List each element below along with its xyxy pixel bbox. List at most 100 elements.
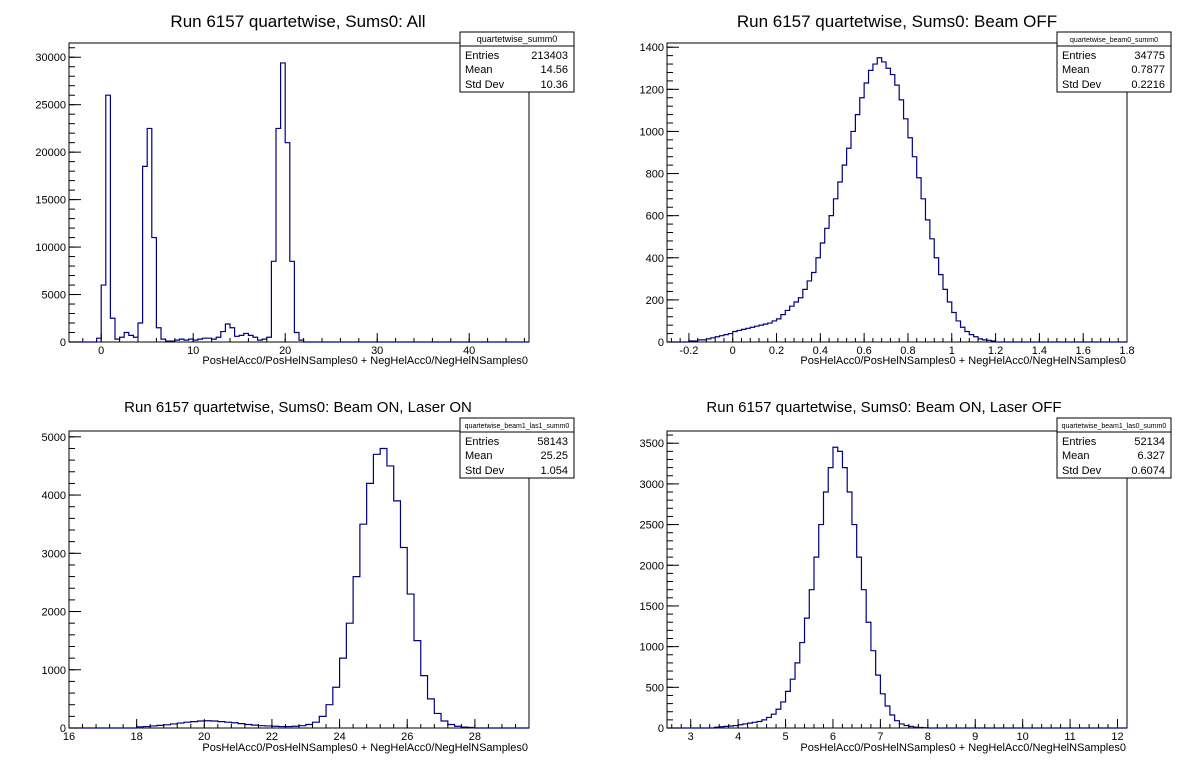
histogram-bin [177, 723, 184, 728]
y-tick-label: 5000 [42, 290, 66, 302]
stats-value-std-dev: 10.36 [540, 79, 568, 91]
histogram-bin [271, 261, 276, 342]
histogram-bin [912, 157, 916, 342]
stats-histogram-name: quartetwise_beam1_las0_summ0 [1062, 423, 1167, 430]
y-tick-label: 2500 [640, 520, 664, 532]
histogram-outline [667, 446, 1127, 729]
histogram-bin [748, 723, 753, 728]
histogram-bin [367, 483, 374, 728]
x-tick-label: 0.6 [856, 345, 871, 357]
histogram-bin [763, 324, 767, 342]
y-tick-label: 1200 [640, 84, 664, 96]
histogram-bin [952, 313, 956, 342]
x-tick-label: 24 [333, 731, 345, 743]
histogram-bin [828, 468, 833, 728]
histogram-bin [759, 325, 763, 342]
y-tick-label: 400 [646, 253, 664, 265]
histogram-bin [866, 622, 871, 728]
x-tick-label: 11 [1064, 731, 1075, 743]
panel-beam-off: Run 6157 quartetwise, Sums0: Beam OFF -0… [640, 12, 1172, 367]
chart-title: Run 6157 quartetwise, Sums0: All [170, 12, 425, 31]
y-tick-label: 2000 [42, 607, 66, 619]
stats-label-entries: Entries [465, 50, 500, 62]
x-tick-label: 20 [198, 731, 210, 743]
histogram-bin [908, 138, 912, 342]
y-tick-label: 5000 [42, 432, 66, 444]
x-axis-label: PosHelAcc0/PosHelNSamples0 + NegHelAcc0/… [800, 742, 1126, 754]
histogram-bin [755, 326, 759, 342]
x-tick-label: 1 [949, 345, 955, 357]
histogram-bin [133, 337, 138, 342]
histogram-bars [689, 58, 996, 342]
histogram-bin [407, 594, 414, 728]
histogram-bin [138, 323, 143, 342]
histogram-bin [225, 722, 232, 728]
histogram-bin [772, 321, 776, 342]
histogram-bin [346, 623, 353, 728]
histogram-bin [786, 691, 791, 728]
histogram-bin [230, 328, 235, 342]
histogram-bin [231, 723, 238, 728]
stats-value-mean: 14.56 [540, 64, 568, 76]
histogram-bin [965, 331, 969, 342]
stats-box: quartetwise_beam1_las1_summ0 Entries 581… [459, 417, 575, 479]
stats-box: quartetwise_summ0 Entries 213403 Mean 14… [459, 31, 575, 93]
histogram-bin [290, 261, 295, 342]
histogram-bin [899, 724, 904, 728]
y-tick-label: 1500 [640, 601, 664, 613]
histogram-bin [794, 302, 798, 342]
stats-value-entries: 34775 [1134, 50, 1165, 62]
x-tick-label: 0 [730, 345, 736, 357]
histogram-bin [825, 228, 829, 342]
panel-beam-on-laser-on: Run 6157 quartetwise, Sums0: Beam ON, La… [42, 399, 575, 754]
histogram-bin [313, 722, 320, 728]
histogram-bin [741, 329, 745, 342]
plot-frame [666, 42, 1128, 343]
histogram-bin [899, 100, 903, 342]
x-tick-label: 12 [1111, 731, 1123, 743]
histogram-bin [885, 706, 890, 728]
histogram-bin [724, 335, 728, 342]
y-tick-label: 1000 [42, 665, 66, 677]
histogram-bin [925, 220, 929, 342]
histogram-bin [267, 337, 272, 342]
histogram-bin [876, 675, 881, 728]
stats-value-std-dev: 1.054 [540, 465, 568, 477]
plot-frame [68, 42, 530, 343]
stats-histogram-name: quartetwise_beam0_summ0 [1070, 37, 1158, 44]
histogram-bin [387, 466, 394, 728]
y-tick-label: 20000 [35, 147, 66, 159]
histogram-bin [400, 547, 407, 728]
histogram-bin [428, 699, 435, 728]
histogram-bin [762, 720, 767, 728]
histogram-bin [326, 705, 333, 728]
x-axis-label: PosHelAcc0/PosHelNSamples0 + NegHelAcc0/… [202, 742, 528, 754]
histogram-bin [757, 721, 762, 728]
x-tick-label: 26 [401, 731, 413, 743]
histogram-bin [221, 332, 226, 342]
histogram-bin [225, 324, 230, 342]
histogram-bin [829, 216, 833, 342]
histogram-bin [124, 333, 129, 342]
histogram-bin [969, 335, 973, 342]
histogram-bin [715, 337, 719, 342]
histogram-bin [711, 338, 715, 342]
histogram-bin [120, 337, 125, 342]
x-tick-label: 0 [98, 345, 104, 357]
histogram-bin [880, 694, 885, 728]
chart-title: Run 6157 quartetwise, Sums0: Beam ON, La… [124, 399, 472, 416]
histogram-bin [441, 721, 448, 728]
y-tick-label: 0 [60, 337, 66, 349]
y-tick-label: 1000 [640, 126, 664, 138]
histogram-bin [216, 337, 221, 342]
histogram-bin [930, 239, 934, 342]
histogram-bin [380, 448, 387, 728]
x-tick-label: 1.6 [1076, 345, 1091, 357]
stats-value-mean: 25.25 [540, 450, 568, 462]
stats-box: quartetwise_beam1_las0_summ0 Entries 521… [1056, 417, 1172, 479]
histogram-bin [101, 285, 106, 342]
stats-box: quartetwise_beam0_summ0 Entries 34775 Me… [1056, 31, 1172, 93]
y-tick-label: 30000 [35, 52, 66, 64]
x-tick-label: 7 [877, 731, 883, 743]
histogram-bin [805, 618, 810, 728]
